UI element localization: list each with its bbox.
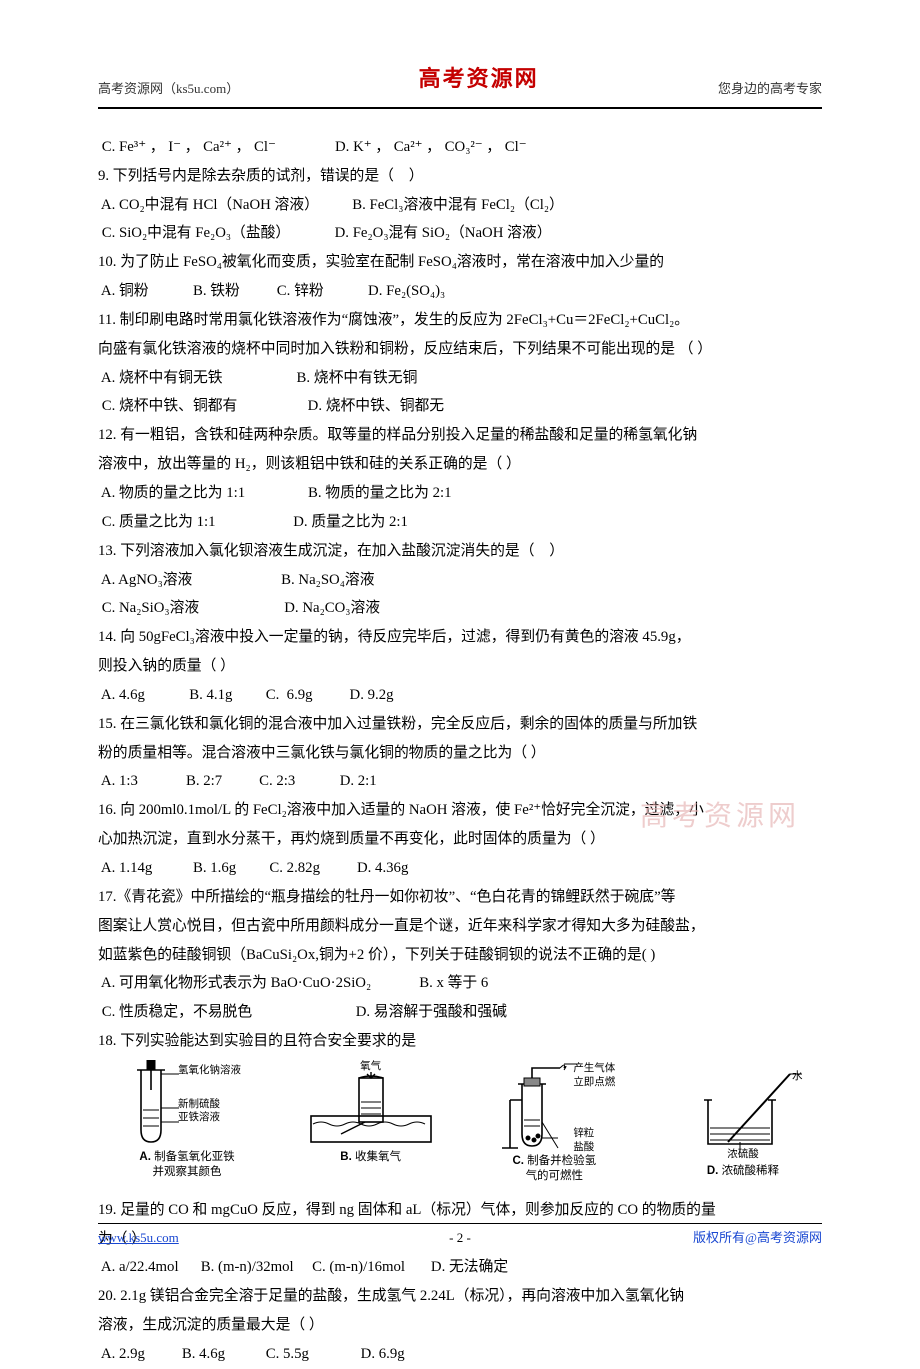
q18-figures-row: 氢氧化钠溶液 新制硫酸 亚铁溶液 A. 制备氢氧化亚铁 并观察其颜色 氧气 [102,1060,818,1194]
figure-c-caption-text: 制备并检验氢 [527,1155,596,1167]
figure-d-caption-2 [668,1179,818,1194]
figure-c-top-label-1: 产生气体 [573,1062,633,1076]
q17-stem-1: 17.《青花瓷》中所描绘的“瓶身描绘的牡丹一如你初妆”、“色白花青的锦鲤跃然于碗… [98,883,822,912]
q16-options: A. 1.14g B. 1.6g C. 2.82g D. 4.36g [98,854,822,883]
q9-stem: 9. 下列括号内是除去杂质的试剂，错误的是（ ） [98,162,822,191]
figure-a: 氢氧化钠溶液 新制硫酸 亚铁溶液 A. 制备氢氧化亚铁 并观察其颜色 [102,1060,272,1180]
header-center-title: 高考资源网 [419,58,539,101]
header-left-text: 高考资源网（ks5u.com） [98,76,239,101]
q16-stem-2: 心加热沉淀，直到水分蒸干，再灼烧到质量不再变化，此时固体的质量为（ ） [98,825,822,854]
figure-a-caption-text: 制备氢氧化亚铁 [154,1151,235,1163]
page: 高考资源网（ks5u.com） 高考资源网 您身边的高考专家 C. Fe³⁺ ，… [0,0,920,1302]
q10-stem: 10. 为了防止 FeSO₄被氧化而变质，实验室在配制 FeSO₄溶液时，常在溶… [98,248,822,277]
q14-stem-2: 则投入钠的质量（ ） [98,652,822,681]
q20-options: A. 2.9g B. 4.6g C. 5.5g D. 6.9g [98,1340,822,1369]
q17-stem-2: 图案让人赏心悦目，但古瓷中所用颜料成分一直是个谜，近年来科学家才得知大多为硅酸盐… [98,912,822,941]
figure-d: 水 浓硫酸 D. 浓硫酸稀释 [668,1060,818,1194]
figure-a-label-2: 新制硫酸 [178,1098,348,1112]
q17-options-ab: A. 可用氧化物形式表示为 BaO·CuO·2SiO₂ B. x 等于 6 [98,969,822,998]
content-body: C. Fe³⁺ ， I⁻ ， Ca²⁺ ， Cl⁻ D. K⁺ ， Ca²⁺ ，… [98,133,822,1369]
q15-options: A. 1:3 B. 2:7 C. 2:3 D. 2:1 [98,767,822,796]
figure-d-bottom-label: 浓硫酸 [668,1148,818,1162]
q12-stem-1: 12. 有一粗铝，含铁和硅两种杂质。取等量的样品分别投入足量的稀盐酸和足量的稀氢… [98,421,822,450]
figure-c: 产生气体 立即点燃 锌粒 盐酸 C. 制备并检验氢 气的可燃性 [469,1060,639,1184]
figure-a-caption: A. 制备氢氧化亚铁 [102,1150,272,1165]
figure-d-caption-text: 浓硫酸稀释 [722,1165,780,1177]
figure-b-caption-2 [301,1164,441,1179]
header-right-text: 您身边的高考专家 [718,76,822,101]
q12-options-cd: C. 质量之比为 1:1 D. 质量之比为 2:1 [98,508,822,537]
figure-d-top-label: 水 [792,1070,920,1084]
q14-options: A. 4.6g B. 4.1g C. 6.9g D. 9.2g [98,681,822,710]
figure-b-caption-bold: B. [340,1151,352,1163]
q11-stem-2: 向盛有氯化铁溶液的烧杯中同时加入铁粉和铜粉，反应结束后，下列结果不可能出现的是 … [98,335,822,364]
page-header: 高考资源网（ks5u.com） 高考资源网 您身边的高考专家 [98,58,822,101]
q16-stem-1: 16. 向 200ml0.1mol/L 的 FeCl₂溶液中加入适量的 NaOH… [98,796,822,825]
figure-c-caption-bold: C. [512,1155,524,1167]
page-footer: www.ks5u.com - 2 - 版权所有@高考资源网 [98,1225,822,1250]
q11-stem-1: 11. 制印刷电路时常用氯化铁溶液作为“腐蚀液”，发生的反应为 2FeCl₃+C… [98,306,822,335]
q14-stem-1: 14. 向 50gFeCl₃溶液中投入一定量的钠，待反应完毕后，过滤，得到仍有黄… [98,623,822,652]
figure-a-label-1: 氢氧化钠溶液 [178,1064,348,1078]
figure-a-caption-bold: A. [139,1151,151,1163]
q12-options-ab: A. 物质的量之比为 1:1 B. 物质的量之比为 2:1 [98,479,822,508]
footer-url[interactable]: www.ks5u.com [98,1225,179,1250]
q19-options: A. a/22.4mol B. (m-n)/32mol C. (m-n)/16m… [98,1253,822,1282]
figure-c-caption: C. 制备并检验氢 [469,1154,639,1169]
footer-page-number: - 2 - [449,1225,471,1250]
q12-stem-2: 溶液中，放出等量的 H₂，则该粗铝中铁和硅的关系正确的是（ ） [98,450,822,479]
q20-stem-1: 20. 2.1g 镁铝合金完全溶于足量的盐酸，生成氢气 2.24L（标况），再向… [98,1282,822,1311]
figure-a-caption-2: 并观察其颜色 [102,1165,272,1180]
q9-options-cd: C. SiO₂中混有 Fe₂O₃（盐酸） D. Fe₂O₃混有 SiO₂（NaO… [98,219,822,248]
figure-c-caption-2: 气的可燃性 [469,1169,639,1184]
q15-stem-1: 15. 在三氯化铁和氯化铜的混合液中加入过量铁粉，完全反应后，剩余的固体的质量与… [98,710,822,739]
q18-stem: 18. 下列实验能达到实验目的且符合安全要求的是 [98,1027,822,1056]
q17-stem-3: 如蓝紫色的硅酸铜钡（BaCuSi₂Ox,铜为+2 价），下列关于硅酸铜钡的说法不… [98,941,822,970]
figure-a-label-3: 亚铁溶液 [178,1111,348,1125]
q13-options-cd: C. Na₂SiO₃溶液 D. Na₂CO₃溶液 [98,594,822,623]
q13-options-ab: A. AgNO₃溶液 B. Na₂SO₄溶液 [98,566,822,595]
q11-options-ab: A. 烧杯中有铜无铁 B. 烧杯中有铁无铜 [98,364,822,393]
q10-options: A. 铜粉 B. 铁粉 C. 锌粉 D. Fe₂(SO₄)₃ [98,277,822,306]
figure-b-caption: B. 收集氧气 [301,1150,441,1165]
figure-c-mid-label-1: 锌粒 [573,1127,633,1141]
q11-options-cd: C. 烧杯中铁、铜都有 D. 烧杯中铁、铜都无 [98,392,822,421]
footer-copyright: 版权所有@高考资源网 [693,1225,822,1250]
q17-options-cd: C. 性质稳定，不易脱色 D. 易溶解于强酸和强碱 [98,998,822,1027]
q19-stem-1: 19. 足量的 CO 和 mgCuO 反应，得到 ng 固体和 aL（标况）气体… [98,1196,822,1225]
q9-options-ab: A. CO₂中混有 HCl（NaOH 溶液） B. FeCl₃溶液中混有 FeC… [98,191,822,220]
q13-stem: 13. 下列溶液加入氯化钡溶液生成沉淀，在加入盐酸沉淀消失的是（ ） [98,537,822,566]
header-rule [98,107,822,109]
q20-stem-2: 溶液，生成沉淀的质量最大是（ ） [98,1311,822,1340]
figure-c-top-label-2: 立即点燃 [573,1076,633,1090]
figure-c-mid-label-2: 盐酸 [573,1141,633,1155]
figure-d-caption: D. 浓硫酸稀释 [668,1164,818,1179]
figure-b-caption-text: 收集氧气 [355,1151,401,1163]
figure-d-caption-bold: D. [707,1165,719,1177]
q8-options-cd: C. Fe³⁺ ， I⁻ ， Ca²⁺ ， Cl⁻ D. K⁺ ， Ca²⁺ ，… [98,133,822,162]
q15-stem-2: 粉的质量相等。混合溶液中三氯化铁与氯化铜的物质的量之比为（ ） [98,739,822,768]
